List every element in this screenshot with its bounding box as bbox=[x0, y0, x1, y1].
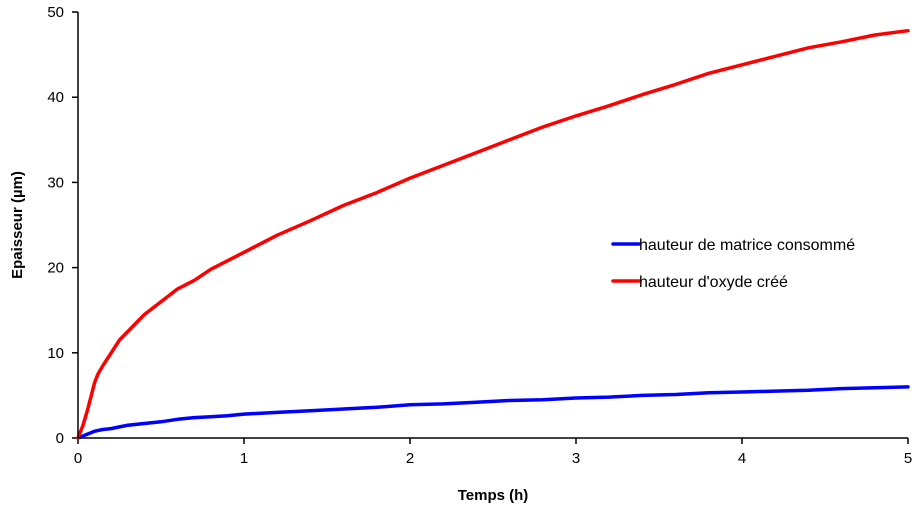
legend: hauteur de matrice consommé hauteur d'oxy… bbox=[613, 237, 855, 291]
y-axis-title: Epaisseur (µm) bbox=[9, 171, 26, 279]
series-line-0 bbox=[78, 387, 908, 438]
legend-label-0: hauteur de matrice consommé bbox=[639, 237, 855, 254]
series-line-1 bbox=[78, 31, 908, 438]
y-axis-ticks: 0 10 20 30 40 50 bbox=[47, 4, 78, 447]
x-axis-title: Temps (h) bbox=[458, 487, 529, 504]
x-tick-label: 3 bbox=[572, 450, 580, 467]
y-tick-label: 20 bbox=[47, 260, 64, 277]
y-tick-label: 50 bbox=[47, 4, 64, 21]
x-tick-label: 2 bbox=[406, 450, 414, 467]
y-tick-label: 10 bbox=[47, 345, 64, 362]
y-tick-label: 0 bbox=[56, 430, 64, 447]
series-layer bbox=[78, 31, 908, 438]
x-tick-label: 0 bbox=[74, 450, 82, 467]
x-axis-ticks: 0 1 2 3 4 5 bbox=[74, 438, 912, 467]
y-tick-label: 40 bbox=[47, 89, 64, 106]
x-tick-label: 5 bbox=[904, 450, 912, 467]
x-tick-label: 1 bbox=[240, 450, 248, 467]
y-tick-label: 30 bbox=[47, 174, 64, 191]
x-tick-label: 4 bbox=[738, 450, 746, 467]
legend-label-1: hauteur d'oxyde créé bbox=[639, 274, 788, 291]
